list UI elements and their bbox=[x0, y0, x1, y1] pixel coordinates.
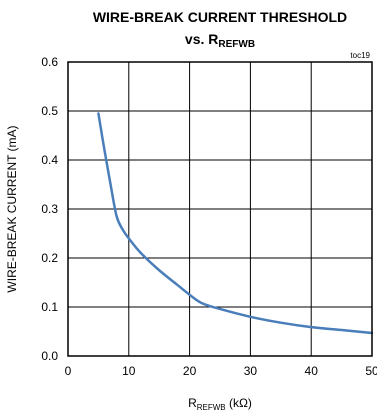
x-tick-label: 10 bbox=[122, 364, 136, 378]
y-tick-label: 0.3 bbox=[41, 202, 58, 216]
grid bbox=[68, 62, 372, 356]
y-tick-label: 0.0 bbox=[41, 349, 58, 363]
x-axis-label-prefix: R bbox=[188, 396, 197, 410]
series-line bbox=[97, 112, 374, 335]
subtitle-subscript: REFWB bbox=[218, 39, 255, 50]
y-tick-label: 0.1 bbox=[41, 300, 58, 314]
y-axis-label: WIRE-BREAK CURRENT (mA) bbox=[5, 125, 19, 292]
y-tick-labels: 0.0 0.1 0.2 0.3 0.4 0.5 0.6 bbox=[41, 55, 58, 363]
chart-subtitle: vs. RREFWB bbox=[185, 31, 255, 50]
chart-title: WIRE-BREAK CURRENT THRESHOLD bbox=[93, 9, 347, 25]
x-tick-label: 40 bbox=[305, 364, 319, 378]
y-tick-label: 0.2 bbox=[41, 251, 58, 265]
x-axis-label: RREFWB (kΩ) bbox=[188, 396, 252, 412]
chart-tag: toc19 bbox=[350, 51, 370, 60]
x-axis-label-suffix: (kΩ) bbox=[226, 396, 252, 410]
y-tick-label: 0.6 bbox=[41, 55, 58, 69]
x-tick-label: 0 bbox=[65, 364, 72, 378]
y-tick-label: 0.5 bbox=[41, 104, 58, 118]
x-tick-label: 50 bbox=[365, 364, 377, 378]
plot-frame bbox=[67, 61, 373, 357]
x-tick-label: 30 bbox=[244, 364, 258, 378]
subtitle-prefix: vs. R bbox=[185, 31, 218, 47]
x-axis-label-subscript: REFWB bbox=[197, 403, 226, 412]
x-tick-labels: 0 10 20 30 40 50 bbox=[65, 364, 377, 378]
y-tick-label: 0.4 bbox=[41, 153, 58, 167]
x-tick-label: 20 bbox=[183, 364, 197, 378]
